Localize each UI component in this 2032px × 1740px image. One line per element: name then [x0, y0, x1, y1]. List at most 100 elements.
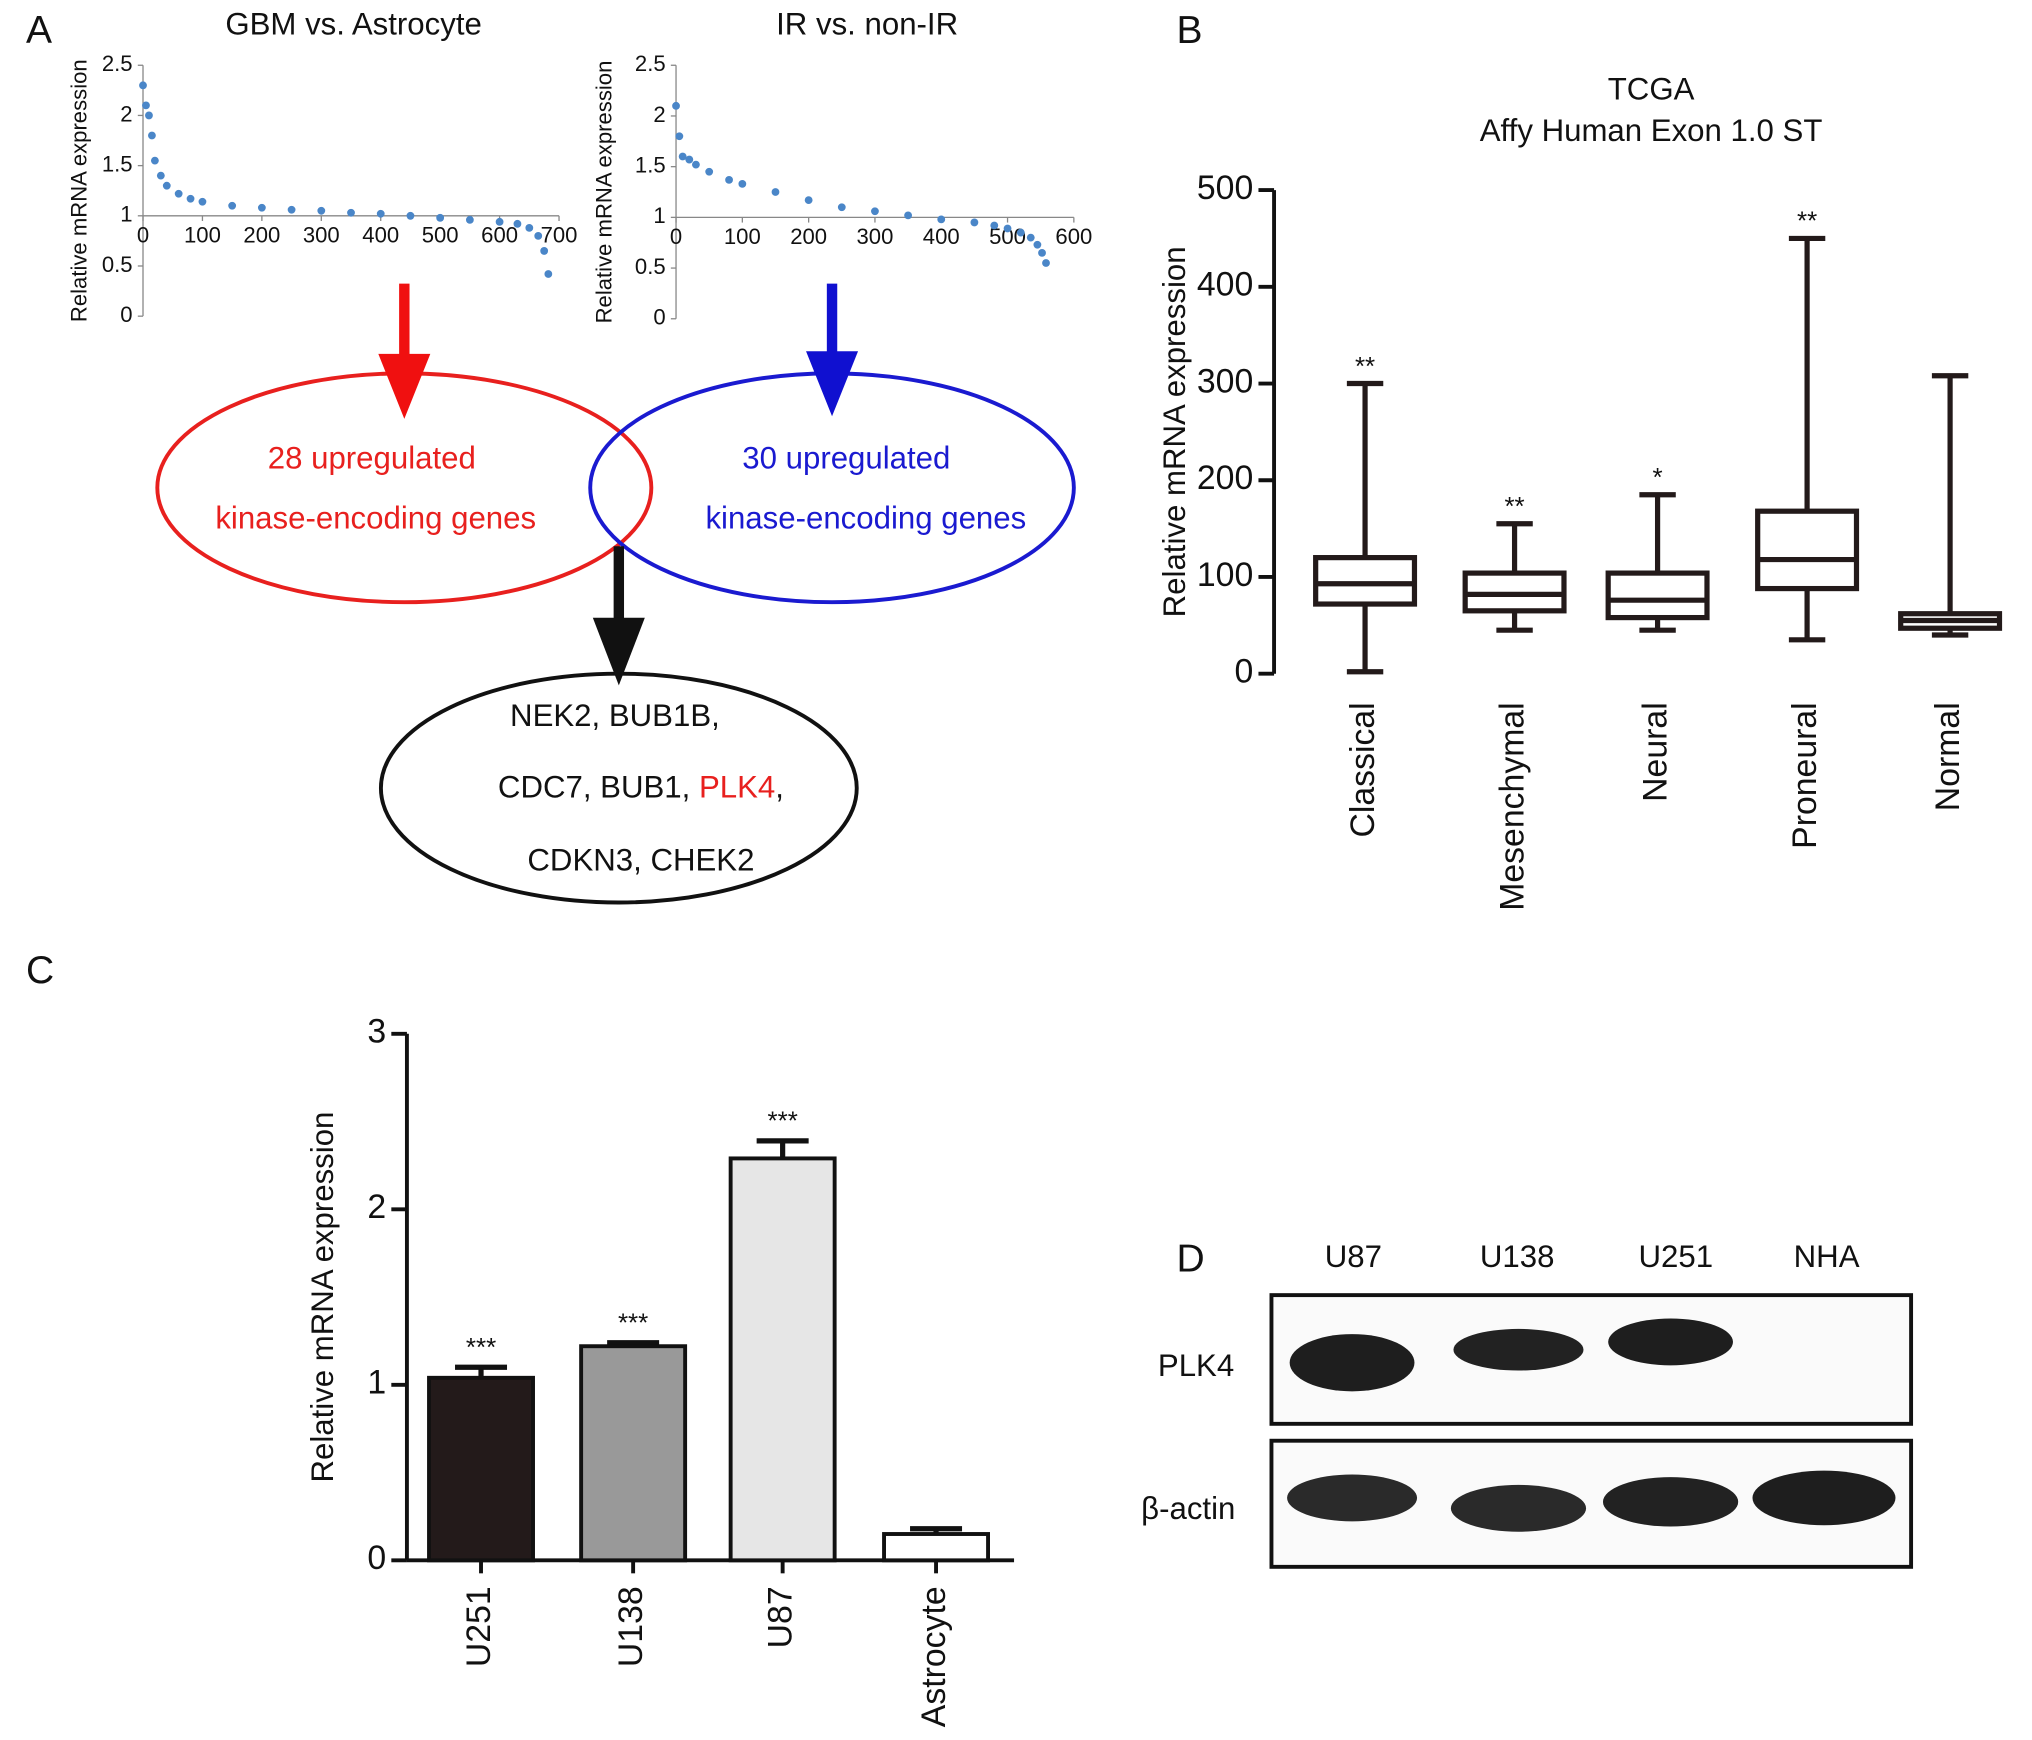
y-tick-label: 2.5: [635, 51, 666, 76]
y-axis-label: Relative mRNA expression: [1157, 246, 1192, 617]
x-tick-label: U87: [762, 1586, 800, 1648]
point: [347, 208, 355, 217]
y-tick-label: 1.5: [102, 151, 133, 176]
point: [804, 196, 813, 205]
point: [162, 181, 171, 190]
y-tick-label: 1: [653, 203, 665, 228]
x-tick-label: 100: [184, 222, 221, 247]
x-tick-label: 200: [243, 222, 280, 247]
point: [525, 223, 534, 232]
x-tick-label: 500: [422, 222, 459, 247]
point: [544, 270, 553, 278]
point: [436, 213, 445, 222]
panel-letter: A: [26, 9, 52, 52]
panel-letter: C: [26, 949, 54, 992]
y-tick-label: 0: [367, 1539, 386, 1577]
y-tick-label: 1.5: [635, 153, 666, 178]
point: [228, 201, 237, 210]
point: [1042, 259, 1050, 267]
point: [937, 215, 946, 224]
point: [1026, 233, 1035, 242]
x-tick-label: U251: [460, 1586, 498, 1667]
x-tick-label: 0: [670, 224, 682, 249]
point: [156, 171, 165, 180]
point: [771, 188, 780, 196]
y-tick-label: 2.5: [102, 51, 133, 76]
annotation: ***: [618, 1307, 648, 1337]
y-tick-label: 2: [653, 102, 665, 127]
x-tick-label: 400: [923, 224, 960, 249]
y-tick-label: 400: [1197, 266, 1253, 304]
bar: [427, 1375, 535, 1563]
row-label: β-actin: [1141, 1491, 1235, 1526]
point: [287, 205, 296, 214]
point: [186, 194, 195, 203]
x-tick-label: Neural: [1637, 702, 1675, 802]
point: [534, 231, 543, 240]
arrow-head: [592, 617, 645, 686]
x-tick-label: 400: [362, 222, 399, 247]
x-tick-label: 100: [724, 224, 761, 249]
point: [513, 219, 522, 228]
point: [1003, 224, 1012, 233]
y-tick-label: 0.5: [635, 254, 666, 279]
y-tick-label: 300: [1197, 362, 1253, 400]
western-blot: [1269, 1293, 1914, 1569]
point: [1016, 228, 1025, 237]
point: [837, 203, 846, 212]
x-tick-label: 300: [857, 224, 894, 249]
x-tick-label: Astrocyte: [915, 1586, 953, 1727]
venn-text: NEK2, BUB1B,: [510, 698, 720, 733]
point: [705, 167, 714, 176]
x-tick-label: 600: [1055, 224, 1092, 249]
point: [139, 81, 147, 90]
chart-title: GBM vs. Astrocyte: [225, 6, 482, 41]
chart-subtitle: Affy Human Exon 1.0 ST: [1480, 113, 1823, 148]
x-tick-label: 200: [790, 224, 827, 249]
panel-letter: D: [1177, 1238, 1205, 1281]
gene-list: CDC7, BUB1,: [498, 770, 699, 805]
point: [725, 175, 733, 184]
band: [1287, 1474, 1418, 1522]
venn-text: CDC7, BUB1, PLK4,: [498, 770, 784, 805]
venn-text: kinase-encoding genes: [705, 501, 1026, 536]
annotation: **: [1797, 206, 1817, 236]
band: [1289, 1334, 1415, 1392]
lane-label: U138: [1480, 1239, 1555, 1274]
point: [871, 207, 879, 216]
point: [692, 160, 700, 169]
y-tick-label: 0: [120, 302, 132, 327]
y-tick-label: 2: [120, 101, 132, 126]
point: [257, 203, 266, 212]
point: [150, 156, 159, 165]
point: [678, 152, 687, 161]
y-tick-label: 0: [653, 305, 665, 330]
y-tick-label: 2: [367, 1188, 386, 1226]
point: [495, 217, 504, 226]
point: [990, 221, 999, 230]
panel-letter: B: [1177, 9, 1203, 52]
x-tick-label: Normal: [1929, 702, 1967, 811]
y-axis-label: Relative mRNA expression: [305, 1112, 340, 1483]
bar: [728, 1156, 837, 1563]
band: [1450, 1484, 1587, 1532]
y-tick-label: 100: [1197, 556, 1253, 594]
y-axis-label: Relative mRNA expression: [592, 61, 617, 324]
band: [1752, 1470, 1896, 1526]
lane-label: NHA: [1794, 1239, 1860, 1274]
point: [145, 111, 153, 120]
y-tick-label: 200: [1197, 459, 1253, 497]
box: [1755, 508, 1860, 592]
point: [317, 206, 326, 215]
venn-text: CDKN3, CHEK2: [527, 842, 754, 877]
chart-title: IR vs. non-IR: [776, 6, 958, 41]
x-tick-label: Classical: [1344, 702, 1382, 837]
point: [148, 131, 156, 140]
venn-text: kinase-encoding genes: [215, 501, 536, 536]
y-tick-label: 1: [367, 1364, 386, 1402]
point: [672, 101, 680, 110]
y-tick-label: 0.5: [102, 252, 133, 277]
point: [142, 101, 150, 110]
band: [1453, 1328, 1584, 1371]
